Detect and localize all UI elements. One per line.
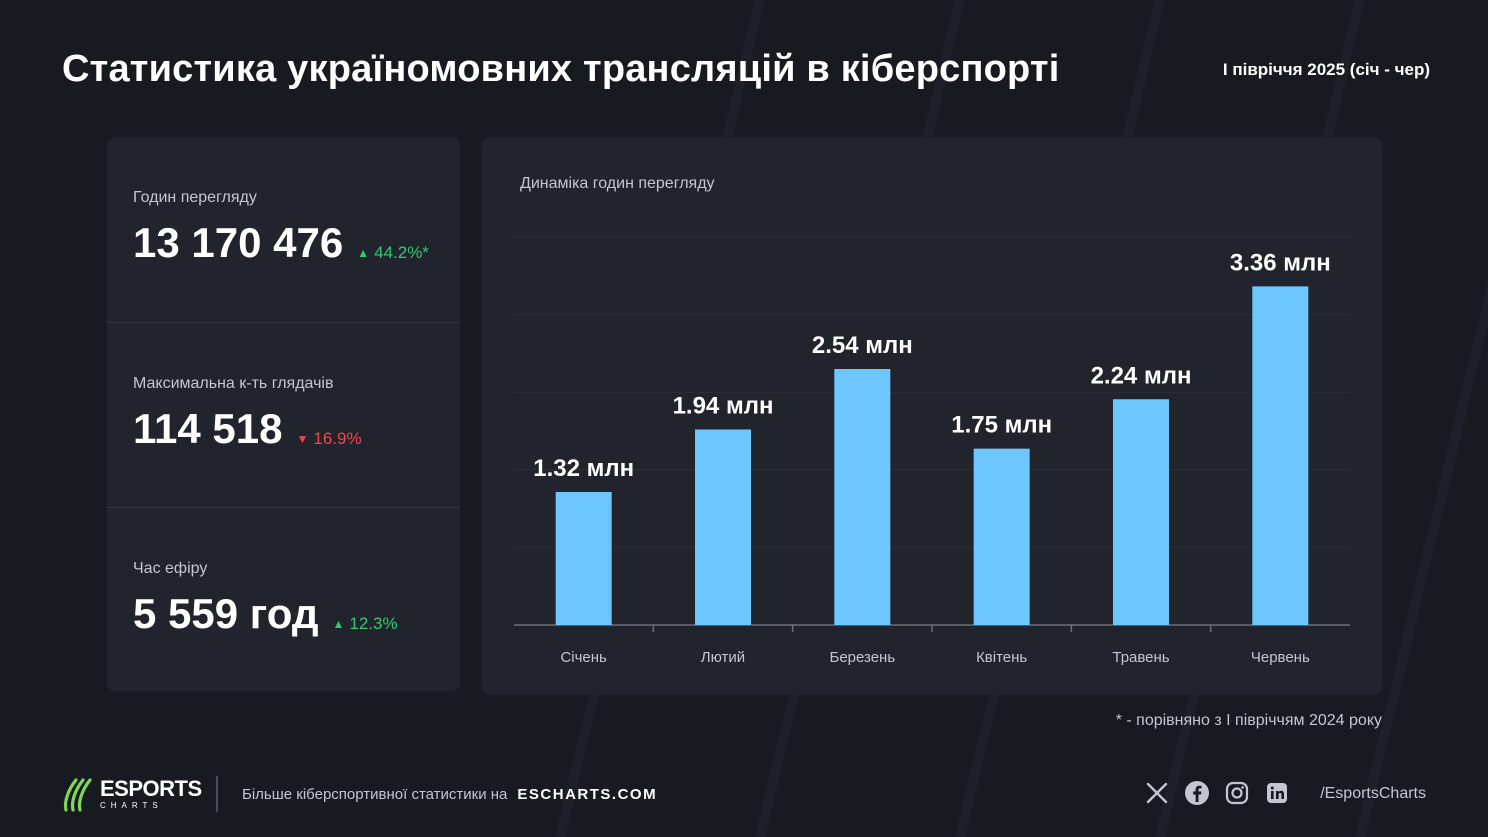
stat-change: ▼ 16.9% <box>297 429 362 449</box>
x-tick-label: Лютий <box>701 649 745 666</box>
stat-watch-hours: Годин перегляду 13 170 476 ▲ 44.2%* <box>107 137 460 322</box>
bar-2[interactable] <box>695 429 751 625</box>
footnote: * - порівняно з I півріччям 2024 року <box>1115 712 1382 729</box>
chart-panel: Динаміка годин перегляду 1.32 млн Січень 1… <box>482 137 1382 695</box>
chart-title: Динаміка годин перегляду <box>520 175 715 192</box>
x-tick-label: Червень <box>1251 649 1310 666</box>
instagram-icon[interactable] <box>1224 780 1250 806</box>
bar-value-label: 2.54 млн <box>812 332 913 359</box>
stat-value: 114 518 <box>133 405 283 452</box>
logo-main-text: ESPORTS <box>100 776 202 801</box>
x-tick-label: Березень <box>829 649 895 666</box>
period-label: I півріччя 2025 (січ - чер) <box>1222 60 1430 79</box>
x-tick-label: Травень <box>1112 649 1169 666</box>
footer: ESPORTS CHARTS Більше кіберспортивної ст… <box>0 770 1488 820</box>
stat-value: 5 559 год <box>133 590 319 637</box>
bar-1[interactable] <box>555 491 612 625</box>
stat-change-value: 44.2%* <box>374 243 429 262</box>
bar-value-label: 3.36 млн <box>1230 249 1331 276</box>
x-tick-label: Січень <box>560 649 607 666</box>
footer-cta-text: Більше кіберспортивної статистики на <box>242 786 508 803</box>
bar-value-label: 1.94 млн <box>673 392 774 419</box>
facebook-icon[interactable] <box>1184 780 1210 806</box>
stat-label: Час ефіру <box>133 560 208 577</box>
stat-label: Годин перегляду <box>133 189 257 206</box>
bar-chart: 1.32 млн Січень 1.94 млн Лютий 2.54 млн Берез… <box>514 236 1350 666</box>
bar-value-label: 1.32 млн <box>533 455 634 482</box>
stat-change-value: 12.3% <box>349 614 398 633</box>
footer-divider <box>216 776 218 812</box>
logo-sub-text: CHARTS <box>100 801 163 810</box>
logo-mark-icon <box>63 778 92 812</box>
stat-airtime: Час ефіру 5 559 год ▲ 12.3% <box>107 507 460 691</box>
social-links <box>1144 780 1290 806</box>
bar-value-label: 2.24 млн <box>1091 362 1192 389</box>
stat-change-value: 16.9% <box>313 429 362 448</box>
linkedin-icon[interactable] <box>1264 780 1290 806</box>
esports-charts-logo[interactable]: ESPORTS CHARTS <box>62 776 202 812</box>
footer-cta: Більше кіберспортивної статистики на ESC… <box>242 786 657 803</box>
stat-peak-viewers: Максимальна к-ть глядачів 114 518 ▼ 16.9… <box>107 322 460 507</box>
arrow-up-icon: ▲ <box>332 617 345 631</box>
escharts-link[interactable]: ESCHARTS.COM <box>517 786 658 803</box>
bar-3[interactable] <box>834 369 891 625</box>
page-title: Статистика україномовних трансляцій в кі… <box>62 48 1060 90</box>
stats-panel: Годин перегляду 13 170 476 ▲ 44.2%* Макс… <box>107 137 460 691</box>
stat-label: Максимальна к-ть глядачів <box>133 375 334 392</box>
bar-value-label: 1.75 млн <box>951 412 1052 439</box>
bar-6[interactable] <box>1252 286 1309 625</box>
arrow-down-icon: ▼ <box>296 432 309 446</box>
bar-5[interactable] <box>1113 399 1169 625</box>
arrow-up-icon: ▲ <box>357 246 370 260</box>
x-tick-label: Квітень <box>976 649 1027 666</box>
social-handle[interactable]: /EsportsCharts <box>1320 785 1426 802</box>
bar-4[interactable] <box>973 448 1030 625</box>
stat-change: ▲ 44.2%* <box>357 243 429 263</box>
stat-value: 13 170 476 <box>133 219 344 266</box>
stat-change: ▲ 12.3% <box>332 614 397 634</box>
x-icon[interactable] <box>1144 780 1170 806</box>
